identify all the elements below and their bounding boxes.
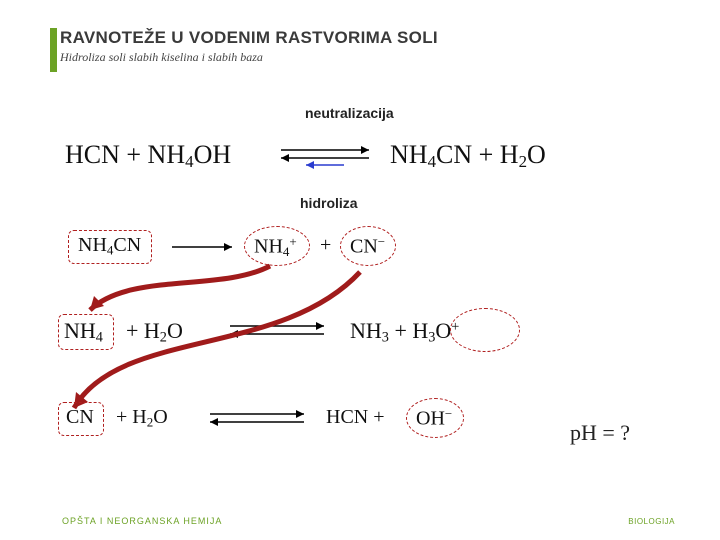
eq2-left: NH4CN [78,234,141,258]
curved-arrow-cn-icon [60,268,380,418]
eq4-cn: CN [66,406,94,429]
footer-left: OPŠTA I NEORGANSKA HEMIJA [62,516,222,526]
header-accent-bar [50,28,57,72]
forward-arrow-icon [168,238,240,256]
label-neutralization: neutralizacija [305,105,394,121]
page-title: RAVNOTEŽE U VODENIM RASTVORIMA SOLI [60,28,438,48]
eq2-cn: CN− [350,234,385,259]
ph-text: pH = ? [570,420,630,446]
eq2-plus: + [320,234,331,257]
eq1-left: HCN + NH4OH [65,140,231,172]
page-subtitle: Hidroliza soli slabih kiselina i slabih … [60,50,263,65]
eq4-oh: OH− [416,406,452,431]
eq1-right: NH4CN + H2O [390,140,546,172]
dashed-oval-h3o [450,308,520,352]
label-hydrolysis: hidroliza [300,195,358,211]
eq4-hcn: HCN + [326,406,385,429]
footer-right: BIOLOGIJA [628,517,675,526]
eq2-nh4: NH4+ [254,234,297,260]
equilibrium-arrow-3-icon [204,406,314,430]
blue-back-arrow-icon [300,160,350,170]
eq4-h2o: + H2O [116,406,168,430]
